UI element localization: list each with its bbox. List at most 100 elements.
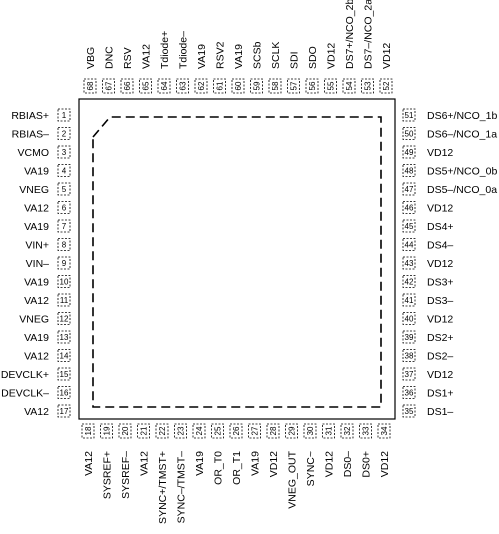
pin-number: 16 — [60, 389, 69, 398]
pin-label: RBIAS+ — [11, 110, 49, 122]
pin-number: 6 — [62, 204, 67, 213]
pin-60: 60 VA19 — [231, 44, 245, 94]
pin-pad — [139, 78, 152, 94]
pin-number: 22 — [158, 426, 167, 435]
pin-label: OR_T0 — [213, 451, 225, 485]
pin-number: 29 — [288, 426, 297, 435]
pin-pad — [213, 78, 226, 94]
pins-right: 35 DS1– 36 DS1+ 37 VD12 38 DS2– 39 DS2+ 40 VD12 41 DS… — [402, 108, 497, 418]
pin-27: 27 VA19 — [248, 423, 262, 476]
pin-pad — [402, 145, 416, 159]
pin-label: VNEG — [19, 314, 49, 326]
pin-label: SCLK — [270, 42, 282, 69]
pin-pad — [57, 386, 71, 399]
pin-number: 9 — [62, 259, 67, 268]
pin-label: VNEG — [19, 184, 49, 196]
pin-label: DS6–/NCO_1a — [427, 129, 497, 141]
pin-number: 10 — [60, 278, 69, 287]
pin-64: 64 Tdiode+ — [157, 31, 171, 94]
pin-58: 58 SCLK — [268, 42, 282, 94]
pin-pad — [303, 423, 317, 439]
pin-14: 14 VA12 — [24, 349, 71, 363]
pin-61: 61 RSV2 — [213, 41, 227, 94]
pin-pad — [402, 164, 416, 177]
pin-pad — [211, 423, 224, 439]
pin-number: 4 — [62, 167, 67, 176]
pin-number: 64 — [160, 81, 169, 90]
pin-57: 57 SDI — [287, 51, 301, 94]
pin-label: RSV2 — [215, 41, 227, 69]
pin-label: VA12 — [24, 351, 49, 363]
pin-number: 44 — [405, 241, 414, 250]
pin-number: 52 — [382, 81, 391, 90]
pin-number: 17 — [60, 407, 69, 416]
pin-label: DS6+/NCO_1b — [427, 110, 497, 122]
pin-number: 25 — [214, 426, 223, 435]
pin-number: 48 — [405, 167, 414, 176]
pin-number: 19 — [103, 426, 112, 435]
pin-pad — [340, 423, 354, 439]
pin-31: 31 VD12 — [322, 423, 336, 477]
pin-label: Tdiode+ — [159, 31, 171, 69]
pin-number: 30 — [306, 426, 315, 435]
pin-10: 10 VA19 — [24, 275, 71, 289]
pin-68: 68 VBG — [83, 47, 97, 94]
pin-28: 28 VD12 — [266, 423, 280, 477]
pin-label: VA19 — [24, 221, 49, 233]
pin-51: 51 DS6+/NCO_1b — [402, 108, 497, 122]
pin-number: 60 — [234, 81, 243, 90]
pin-49: 49 VD12 — [402, 145, 453, 159]
pin-67: 67 DNC — [102, 46, 116, 94]
pin-number: 2 — [62, 130, 67, 139]
pin-pad — [305, 78, 319, 94]
pin-number: 13 — [60, 333, 69, 342]
pin-label: DS1– — [427, 406, 453, 418]
pin-33: 33 DS0+ — [359, 423, 373, 478]
pin-40: 40 VD12 — [402, 312, 453, 326]
pin-label: SYSREF– — [120, 451, 132, 499]
pin-pad — [402, 219, 416, 233]
pin-pad — [57, 404, 71, 418]
pin-46: 46 VD12 — [402, 201, 453, 215]
pin-label: DS5–/NCO_0a — [427, 184, 497, 196]
pin-label: VD12 — [427, 203, 453, 215]
pin-pad — [57, 164, 71, 177]
pin-47: 47 DS5–/NCO_0a — [402, 182, 497, 196]
pin-pad — [57, 127, 71, 140]
pin-label: DEVCLK+ — [1, 369, 49, 381]
pin-pad — [402, 127, 416, 140]
pin-number: 58 — [271, 81, 280, 90]
pin-16: 16 DEVCLK– — [1, 386, 71, 400]
pin-pad — [268, 78, 282, 94]
pin-label: SYNC–/TMST– — [176, 451, 188, 524]
pin-label: DS2+ — [427, 332, 454, 344]
pin-pad — [102, 78, 115, 94]
pin-label: DS0+ — [361, 451, 373, 478]
pin-pad — [287, 78, 300, 94]
pin-label: DS5+/NCO_0b — [427, 166, 497, 178]
pin-66: 66 RSV — [120, 47, 134, 94]
pin-pad — [81, 423, 95, 439]
pin-label: VD12 — [427, 314, 453, 326]
pin-number: 68 — [86, 81, 95, 90]
pin-number: 63 — [179, 81, 188, 90]
pin-35: 35 DS1– — [402, 404, 453, 418]
pin-label: VA12 — [24, 203, 49, 215]
pin-pad — [231, 78, 245, 94]
pin-label: VD12 — [268, 451, 280, 477]
pin-number: 47 — [405, 185, 414, 194]
pin-number: 33 — [362, 426, 371, 435]
pin-6: 6 VA12 — [24, 201, 71, 215]
pin-pad — [402, 256, 416, 270]
pin-label: SYSREF+ — [102, 451, 114, 499]
pin-32: 32 DS0– — [340, 423, 354, 477]
pin-label: DS0– — [342, 451, 354, 477]
pin-pad — [266, 423, 280, 439]
pin-number: 42 — [405, 278, 414, 287]
pin-4: 4 VA19 — [24, 164, 71, 178]
pin-pad — [248, 423, 261, 439]
pin-2: 2 RBIAS– — [12, 127, 71, 141]
pin-pad — [285, 423, 298, 439]
pin-53: 53 DS7–/NCO_2a — [361, 0, 375, 94]
pin-number: 37 — [405, 370, 414, 379]
